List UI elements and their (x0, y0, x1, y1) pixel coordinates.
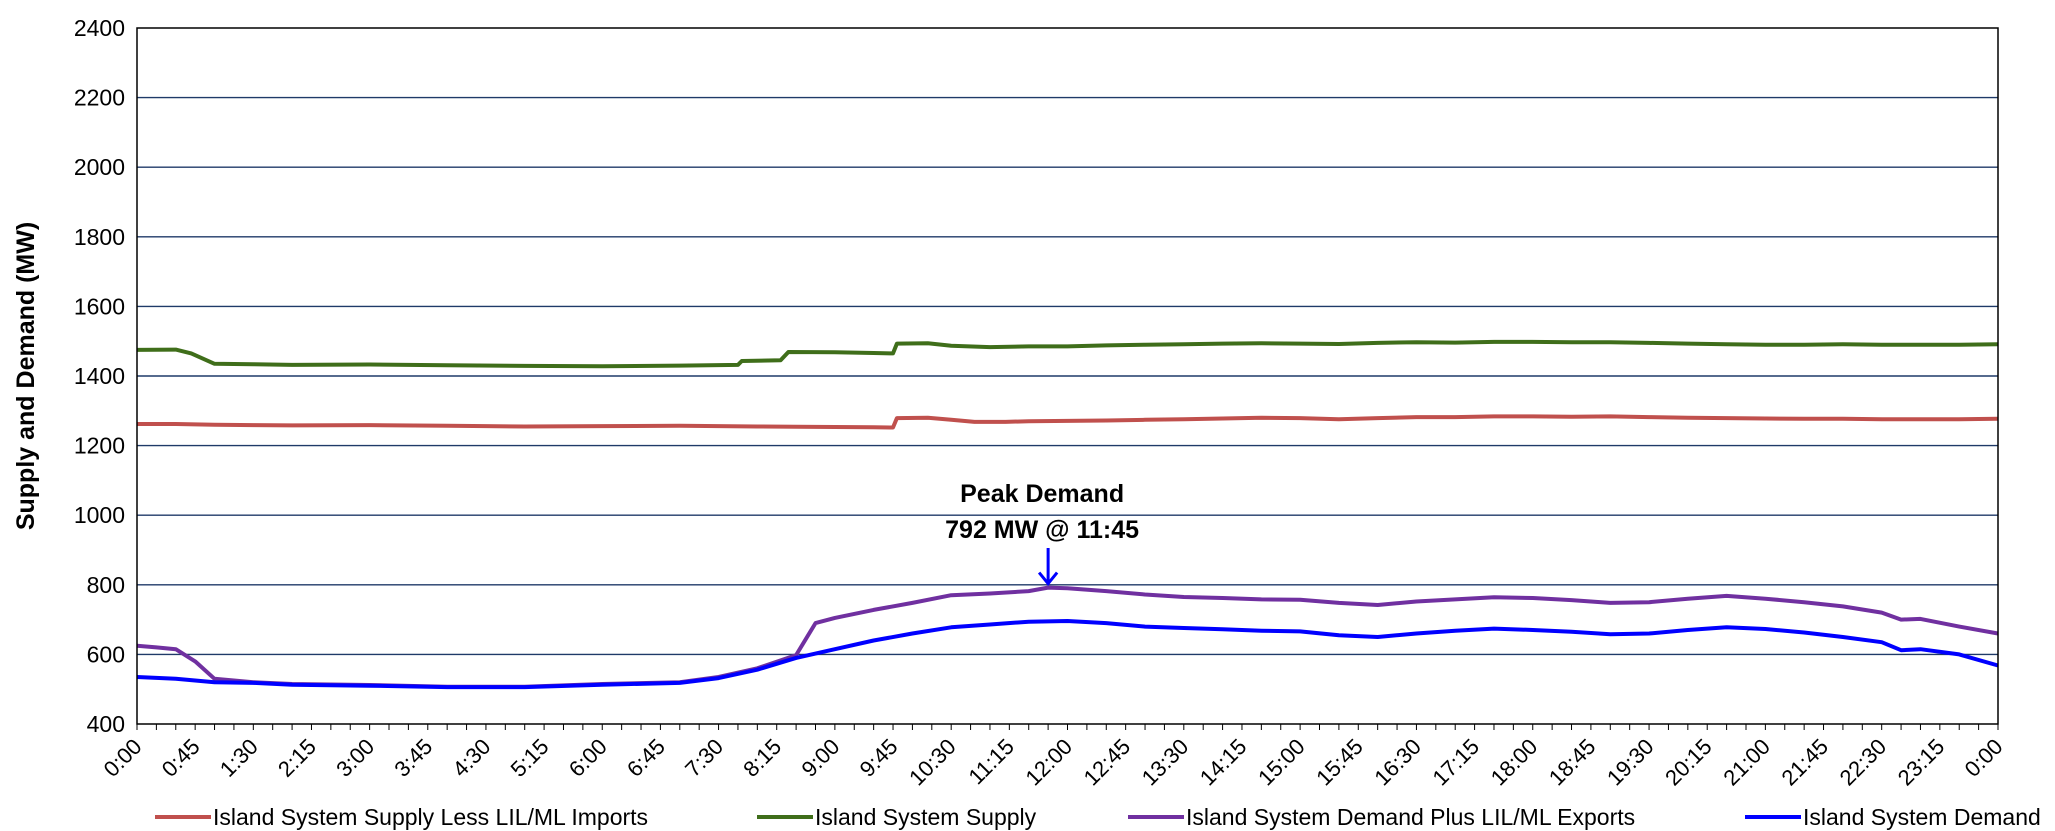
y-tick-label: 1400 (74, 363, 125, 389)
x-tick-label: 22:30 (1835, 734, 1892, 791)
x-tick-label: 13:30 (1137, 734, 1194, 791)
x-tick-label: 9:45 (855, 734, 903, 782)
legend-label: Island System Demand Plus LIL/ML Exports (1186, 804, 1635, 830)
y-tick-label: 1600 (74, 293, 125, 319)
y-tick-label: 1200 (74, 433, 125, 459)
y-tick-label: 2200 (74, 85, 125, 111)
x-tick-label: 12:00 (1020, 734, 1077, 791)
x-tick-label: 15:45 (1311, 734, 1368, 791)
x-tick-label: 0:00 (99, 734, 147, 782)
x-tick-label: 4:30 (448, 734, 496, 782)
plot-lines (136, 339, 1999, 690)
x-ticks: 0:00 0:45 1:30 2:15 3:00 3:45 4:30 5:15 6:00 6:45… (99, 724, 2008, 790)
y-tick-label: 2400 (74, 15, 125, 41)
x-tick-label: 21:45 (1776, 734, 1833, 791)
x-tick-label: 18:00 (1486, 734, 1543, 791)
x-tick-label: 9:00 (796, 734, 844, 782)
x-tick-label: 23:15 (1893, 734, 1950, 791)
x-tick-label: 19:30 (1602, 734, 1659, 791)
x-tick-label: 20:15 (1660, 734, 1717, 791)
y-axis-label: Supply and Demand (MW) (12, 222, 40, 530)
x-tick-label: 15:00 (1253, 734, 1310, 791)
x-tick-label: 11:15 (963, 734, 1018, 789)
x-tick-label: 10:30 (904, 734, 961, 791)
y-tick-label: 600 (87, 641, 125, 667)
x-tick-label: 18:45 (1544, 734, 1601, 791)
peak-annotation: Peak Demand 792 MW @ 11:45 (945, 480, 1139, 586)
x-tick-label: 14:15 (1195, 734, 1252, 791)
x-tick-label: 17:15 (1428, 734, 1485, 791)
series-line (136, 585, 1999, 689)
x-tick-label: 21:00 (1718, 734, 1775, 791)
x-tick-label: 0:45 (157, 734, 205, 782)
legend-label: Island System Demand (1803, 804, 2041, 830)
x-tick-label: 3:45 (389, 734, 437, 782)
x-tick-label: 16:30 (1369, 734, 1426, 791)
x-tick-label: 0:00 (1960, 734, 2008, 782)
y-tick-label: 1800 (74, 224, 125, 250)
peak-arrow-head (1037, 571, 1059, 586)
legend: Island System Supply Less LIL/ML Imports… (155, 804, 2041, 830)
legend-label: Island System Supply Less LIL/ML Imports (213, 804, 648, 830)
x-tick-label: 6:45 (622, 734, 670, 782)
x-tick-label: 5:15 (506, 734, 554, 782)
x-tick-label: 7:30 (680, 734, 728, 782)
x-tick-label: 6:00 (564, 734, 612, 782)
x-tick-label: 8:15 (738, 734, 786, 782)
y-tick-label: 800 (87, 572, 125, 598)
y-tick-label: 2000 (74, 154, 125, 180)
series-line (137, 414, 1999, 430)
plot-area-border (136, 27, 1999, 725)
grid-lines (137, 96, 1998, 656)
y-tick-label: 1000 (74, 502, 125, 528)
y-ticks: 400 600 800 1000 1200 1400 1600 1800 2000 2200 240… (74, 15, 125, 737)
x-tick-label: 1:30 (215, 734, 263, 782)
x-tick-label: 3:00 (331, 734, 379, 782)
y-tick-label: 400 (87, 711, 125, 737)
x-tick-label: 2:15 (273, 734, 321, 782)
series-line (136, 339, 1999, 369)
x-tick-label: 12:45 (1079, 734, 1136, 791)
peak-annotation-value: 792 MW @ 11:45 (945, 516, 1139, 544)
series-line (136, 619, 1999, 690)
legend-label: Island System Supply (815, 804, 1037, 830)
peak-annotation-title: Peak Demand (960, 480, 1124, 508)
